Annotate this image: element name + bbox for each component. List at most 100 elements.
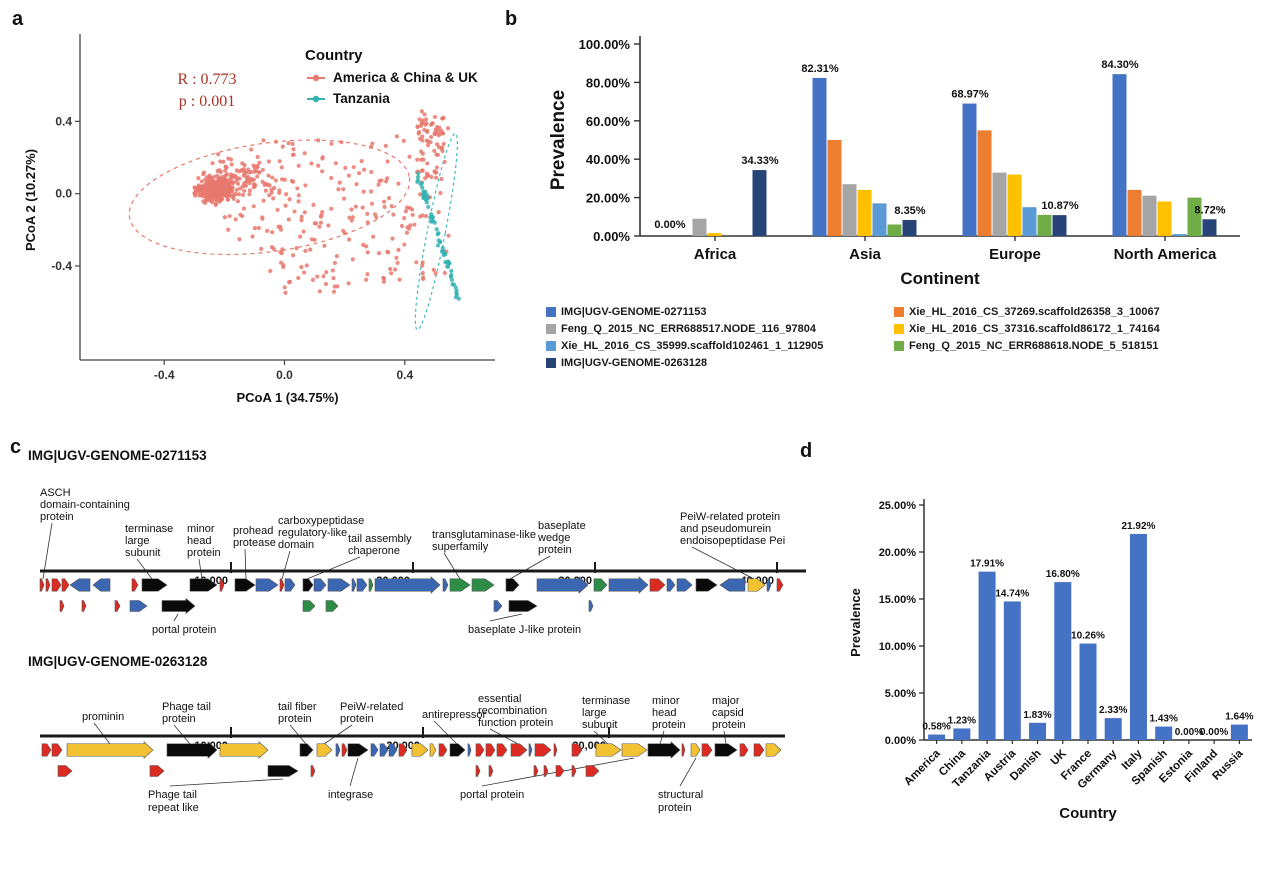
gene-arrow <box>59 600 65 612</box>
gene-arrow <box>695 578 718 592</box>
gene-arrow <box>310 765 316 777</box>
panel-a-label: a <box>12 8 24 30</box>
gene-arrow <box>593 578 608 592</box>
gene-arrow <box>161 597 196 615</box>
gene-arrow <box>368 578 374 592</box>
bar <box>1052 215 1067 236</box>
gene-arrow <box>141 578 168 592</box>
gene-annotation: repeat like <box>148 802 199 814</box>
gene-arrow <box>528 743 533 757</box>
gene-arrow <box>475 765 481 777</box>
gene-arrow <box>449 743 466 757</box>
gene-arrow <box>411 743 429 757</box>
bar <box>1079 643 1097 740</box>
gene-arrow <box>714 743 738 757</box>
gene-annotation: tail fiber <box>278 701 317 713</box>
gene-arrow <box>234 578 256 592</box>
bar <box>953 728 971 740</box>
bar <box>1129 533 1147 740</box>
bar <box>692 218 707 236</box>
bar-value-label: 1.23% <box>948 715 976 726</box>
gene-annotation: Phage tail <box>148 789 197 801</box>
gene-arrow <box>114 600 121 612</box>
svg-text:Asia: Asia <box>849 246 881 263</box>
gene-arrow <box>356 578 368 592</box>
gene-annotation: large <box>582 707 606 719</box>
gene-arrow <box>219 578 225 592</box>
gene-arrow <box>302 600 316 612</box>
legend-label: Feng_Q_2015_NC_ERR688517.NODE_116_97804 <box>561 323 816 335</box>
legend-swatch <box>546 341 556 351</box>
gene-arrow <box>166 741 218 759</box>
bar <box>1112 74 1127 236</box>
bar <box>978 571 996 740</box>
bar-value-label: 14.74% <box>995 588 1029 599</box>
svg-text:40.00%: 40.00% <box>586 152 631 167</box>
prevalence-country-bar-chart: 0.00% 5.00% 10.00% 15.00% 20.00% 25.00% 0.58% A… <box>848 499 1254 822</box>
gene-annotation: protein <box>162 713 196 725</box>
gene-annotation: large <box>125 535 149 547</box>
svg-text:80.00%: 80.00% <box>586 75 631 90</box>
bar <box>1172 234 1187 236</box>
bar <box>707 233 722 236</box>
gene-annotation: essential <box>478 693 521 705</box>
gene-arrow <box>676 578 693 592</box>
anosim-p-value: p : 0.001 <box>179 93 235 110</box>
svg-text:60.00%: 60.00% <box>586 114 631 129</box>
gene-arrow <box>374 576 441 594</box>
bar <box>1142 195 1157 236</box>
gene-annotation: portal protein <box>152 624 216 636</box>
prevalence-continent-bar-chart: 0.00% 20.00% 40.00% 60.00% 80.00% 100.00% Afri… <box>548 36 1240 288</box>
gene-arrow <box>267 765 299 777</box>
svg-text:0.00%: 0.00% <box>593 229 630 244</box>
gene-arrow <box>51 578 62 592</box>
gene-annotation: capsid <box>712 707 744 719</box>
gene-annotation: PeiW-related <box>340 701 403 713</box>
bar-value-label: 10.87% <box>1041 200 1079 212</box>
gene-arrow <box>649 578 666 592</box>
bar-value-label: 10.26% <box>1071 631 1105 642</box>
bar <box>812 77 827 236</box>
panel-d-label: d <box>800 440 813 462</box>
gene-arrow <box>647 741 681 759</box>
gene-annotation: and pseudomurein <box>680 523 771 535</box>
bar <box>1104 718 1122 740</box>
gene-arrow <box>279 578 285 592</box>
svg-text:0.4: 0.4 <box>396 368 413 382</box>
gene-annotation: structural <box>658 789 703 801</box>
legend-column-left: IMG|UGV-GENOME-0271153 Feng_Q_2015_NC_ER… <box>546 306 894 369</box>
svg-text:0.4: 0.4 <box>55 114 72 128</box>
svg-text:-0.4: -0.4 <box>51 259 72 273</box>
gene-arrow <box>747 578 766 592</box>
gene-arrow <box>219 741 269 759</box>
svg-text:0.00%: 0.00% <box>885 735 916 747</box>
svg-text:-0.4: -0.4 <box>154 368 175 382</box>
bar <box>887 224 902 236</box>
gene-arrow <box>61 578 70 592</box>
bar-value-label: 82.31% <box>801 63 839 75</box>
bar <box>1187 197 1202 236</box>
bar-value-label: 1.83% <box>1023 710 1051 721</box>
bar <box>962 103 977 236</box>
bar <box>977 130 992 236</box>
gene-arrow <box>666 578 676 592</box>
gene-arrow <box>543 765 549 777</box>
bar-value-label: 17.91% <box>970 559 1004 570</box>
gene-annotation: Phage tail <box>162 701 211 713</box>
svg-text:25.00%: 25.00% <box>879 500 917 512</box>
gene-annotation: regulatory-like <box>278 527 347 539</box>
gene-arrow <box>621 743 648 757</box>
legend-label: IMG|UGV-GENOME-0263128 <box>561 357 708 369</box>
gene-arrow <box>571 743 583 757</box>
bar-value-label: 68.97% <box>951 89 989 101</box>
gene-arrow <box>351 578 357 592</box>
legend-label: Xie_HL_2016_CS_37269.scaffold26358_3_100… <box>909 306 1160 318</box>
gene-annotation: domain <box>278 539 314 551</box>
gene-arrow <box>555 765 565 777</box>
gene-annotation: ASCH <box>40 487 71 499</box>
gene-arrow <box>379 743 389 757</box>
genome-1-title: IMG|UGV-GENOME-0271153 <box>28 448 207 463</box>
gene-arrow <box>493 600 503 612</box>
gene-annotation: protein <box>712 719 746 731</box>
